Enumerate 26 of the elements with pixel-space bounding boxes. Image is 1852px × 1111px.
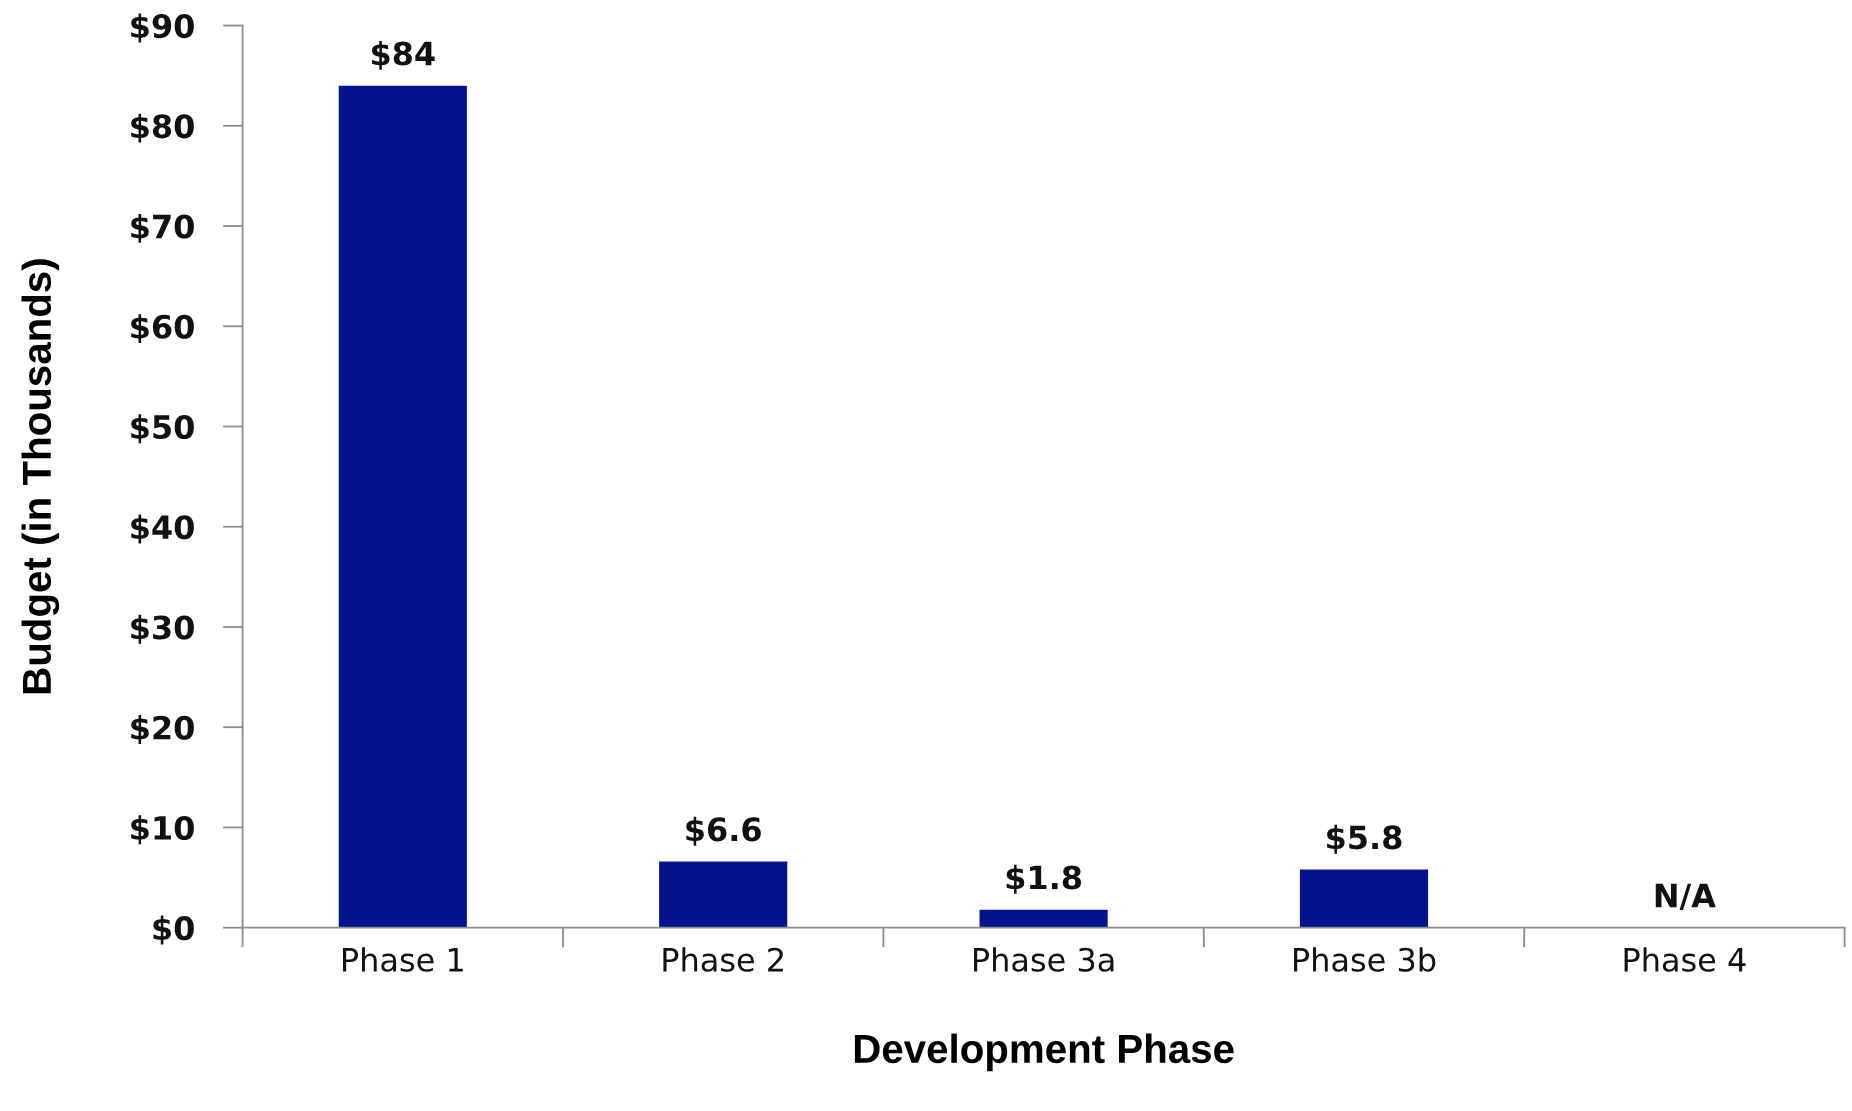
y-tick-label: $90 <box>131 13 194 43</box>
bar <box>659 861 788 928</box>
x-axis-title: Development Phase <box>854 1033 1234 1072</box>
bar <box>338 85 467 928</box>
bar <box>979 909 1108 928</box>
x-tick-label: Phase 2 <box>663 947 783 972</box>
y-tick-label: $80 <box>131 113 194 143</box>
y-tick-label: $0 <box>153 915 194 945</box>
bar <box>1299 869 1429 928</box>
x-tick-label: Phase 4 <box>1624 947 1746 972</box>
data-label: $1.8 <box>1006 864 1082 894</box>
x-tick-label: Phase 3b <box>1294 947 1436 972</box>
y-tick-label: $10 <box>131 815 194 845</box>
text: N/A <box>1655 883 1716 911</box>
x-tick-label: Phase 3a <box>974 947 1114 972</box>
data-label: $84 <box>371 40 435 70</box>
y-axis-title: Budget (in Thousands) <box>21 259 60 694</box>
x-tick-label: Phase 1 <box>343 947 463 972</box>
y-tick-label: $60 <box>131 314 194 344</box>
data-label: $5.8 <box>1327 824 1402 854</box>
y-tick-label: $70 <box>131 213 194 243</box>
data-label: $6.6 <box>686 816 761 846</box>
y-tick-label: $30 <box>131 614 194 644</box>
y-tick-label: $40 <box>131 514 194 544</box>
y-tick-label: $20 <box>131 715 194 745</box>
y-tick-label: $50 <box>131 414 194 444</box>
